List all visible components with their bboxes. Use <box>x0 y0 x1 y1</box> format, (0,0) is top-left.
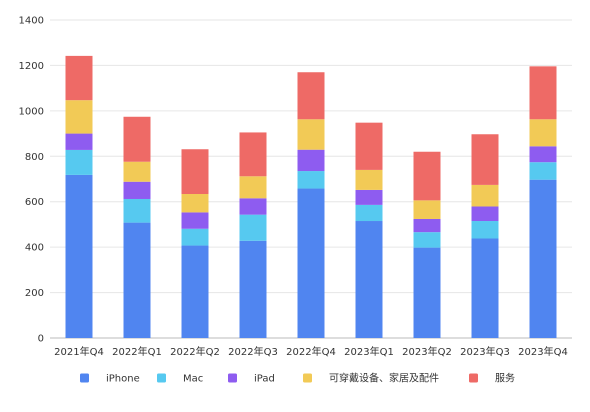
bar-segment <box>413 218 441 233</box>
bar-segment <box>181 228 209 246</box>
bars <box>65 55 557 338</box>
bar-segment <box>529 179 557 338</box>
bar-segment <box>181 193 209 213</box>
x-tick-label: 2022年Q1 <box>112 345 162 358</box>
bar-segment <box>123 161 151 182</box>
bar-segment <box>239 176 267 199</box>
x-tick-label: 2021年Q4 <box>54 345 104 358</box>
bar-segment <box>413 232 441 248</box>
x-axis-ticks: 2021年Q4 2022年Q1 2022年Q2 2022年Q3 2022年Q4 2023年… <box>54 345 568 358</box>
bar-segment <box>529 146 557 163</box>
bar-segment <box>413 247 441 338</box>
bar-segment <box>65 174 93 338</box>
legend-item[interactable]: 服务 <box>469 372 515 385</box>
bar-segment <box>65 100 93 134</box>
legend-label: 服务 <box>495 372 515 385</box>
legend-item[interactable]: 可穿戴设备、家居及配件 <box>303 372 439 385</box>
x-tick-label: 2022年Q4 <box>286 345 336 358</box>
x-tick-label: 2023年Q1 <box>344 345 394 358</box>
bar-segment <box>355 189 383 205</box>
bar-segment <box>123 222 151 338</box>
bar-segment <box>471 134 499 185</box>
bar-segment <box>123 198 151 223</box>
bar-segment <box>181 212 209 229</box>
legend: iPhone Mac iPad 可穿戴设备、家居及配件 服务 <box>80 372 515 385</box>
bar-segment <box>239 198 267 215</box>
bar-segment <box>123 116 151 162</box>
bar-segment <box>471 238 499 338</box>
bar-segment <box>239 240 267 338</box>
bar-segment <box>239 214 267 241</box>
legend-swatch <box>228 373 237 383</box>
y-axis-ticks: 0 200 400 600 800 1000 1200 1400 <box>19 16 44 345</box>
y-tick-label: 400 <box>25 243 44 254</box>
legend-label: Mac <box>183 374 203 385</box>
legend-swatch <box>469 373 478 383</box>
legend-item[interactable]: Mac <box>157 373 203 385</box>
bar-segment <box>413 200 441 219</box>
bar-segment <box>297 188 325 338</box>
bar-segment <box>355 204 383 222</box>
bar-segment <box>471 184 499 207</box>
bar-segment <box>65 149 93 175</box>
y-tick-label: 1200 <box>19 61 44 72</box>
bar-segment <box>355 169 383 190</box>
legend-label: 可穿戴设备、家居及配件 <box>329 372 439 385</box>
bar-segment <box>181 245 209 338</box>
bar-segment <box>355 221 383 338</box>
bar-segment <box>181 149 209 194</box>
y-tick-label: 800 <box>25 152 44 163</box>
bar-segment <box>297 171 325 189</box>
bar-segment <box>529 66 557 120</box>
legend-label: iPhone <box>106 374 140 385</box>
y-tick-label: 600 <box>25 197 44 208</box>
bar-segment <box>123 181 151 199</box>
bar-segment <box>239 132 267 177</box>
legend-swatch <box>303 373 312 383</box>
bar-segment <box>529 162 557 180</box>
x-tick-label: 2023年Q4 <box>518 345 568 358</box>
legend-item[interactable]: iPad <box>228 373 275 385</box>
x-tick-label: 2022年Q3 <box>228 345 278 358</box>
y-tick-label: 200 <box>25 288 44 299</box>
bar-segment <box>65 55 93 101</box>
y-tick-label: 1400 <box>19 16 44 27</box>
legend-label: iPad <box>254 374 275 385</box>
legend-swatch <box>157 373 166 383</box>
bar-segment <box>471 206 499 222</box>
bar-segment <box>297 119 325 150</box>
y-tick-label: 0 <box>38 334 44 345</box>
x-tick-label: 2023年Q3 <box>460 345 510 358</box>
legend-item[interactable]: iPhone <box>80 373 140 385</box>
bar-segment <box>355 122 383 170</box>
bar-segment <box>297 149 325 172</box>
bar-segment <box>413 151 441 201</box>
bar-segment <box>529 119 557 147</box>
x-tick-label: 2022年Q2 <box>170 345 220 358</box>
bar-segment <box>471 221 499 239</box>
y-tick-label: 1000 <box>19 106 44 117</box>
bar-segment <box>65 133 93 150</box>
x-tick-label: 2023年Q2 <box>402 345 452 358</box>
legend-swatch <box>80 373 89 383</box>
bar-segment <box>297 72 325 120</box>
